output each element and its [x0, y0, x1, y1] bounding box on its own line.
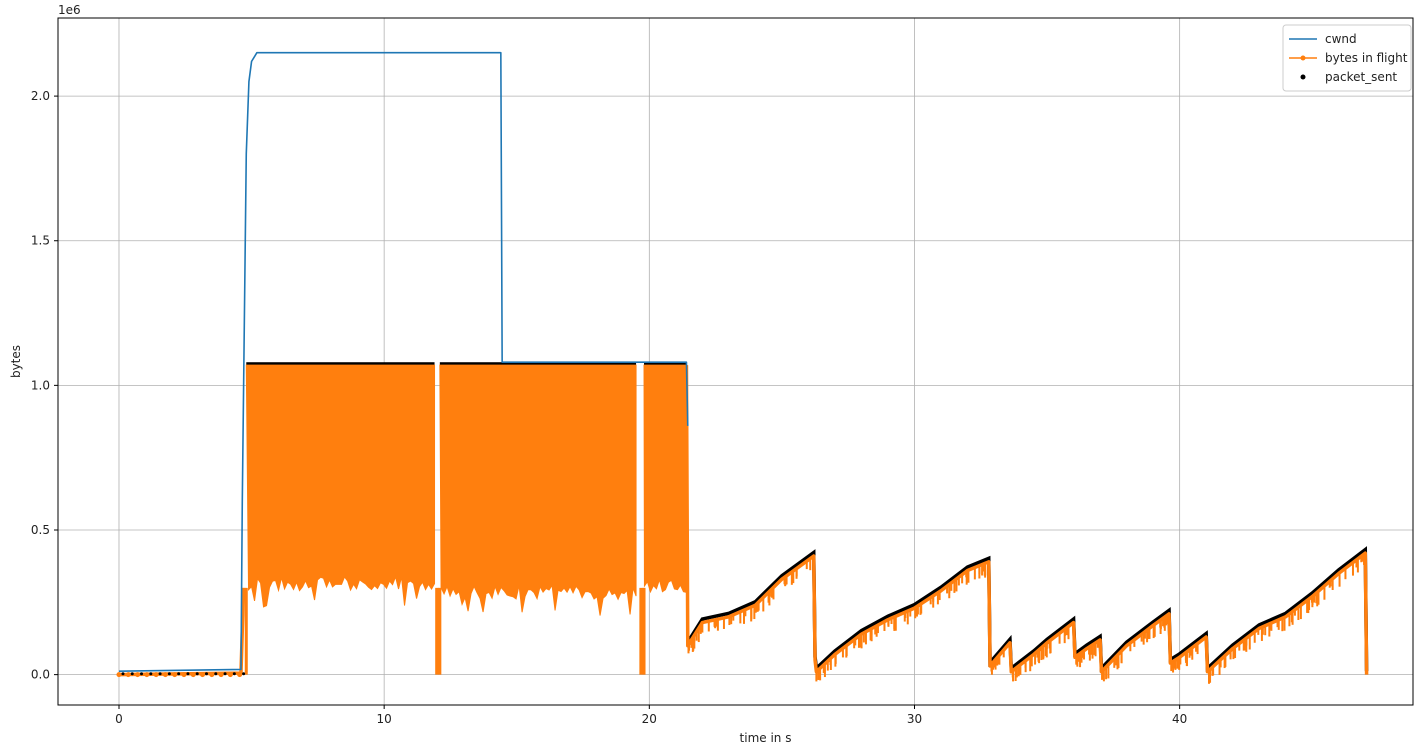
x-axis-label: time in s	[740, 731, 792, 745]
y-tick-label: 0.5	[31, 523, 50, 537]
legend-box	[1282, 24, 1412, 92]
legend-label: packet_sent	[1325, 70, 1397, 84]
bytes-in-flight-band	[643, 364, 687, 594]
y-tick-label: 1.5	[31, 234, 50, 248]
axes-background	[58, 18, 1413, 705]
series-layer	[116, 51, 1369, 684]
bytes-in-flight-marker	[162, 672, 168, 678]
packet-sent-point	[121, 672, 125, 676]
y-offset-label: 1e6	[58, 3, 81, 17]
cwnd-line	[118, 51, 689, 672]
bytes-in-flight-marker	[135, 672, 141, 678]
packet-sent-point	[214, 672, 218, 676]
bytes-in-flight-marker	[144, 672, 150, 678]
y-tick-label: 1.0	[31, 378, 50, 392]
legend-label: cwnd	[1325, 32, 1357, 46]
y-tick-label: 0.0	[31, 668, 50, 682]
bytes-in-flight-marker	[227, 672, 233, 678]
bytes-in-flight-marker	[237, 672, 243, 678]
packet-sent-point	[204, 672, 208, 676]
x-tick-label: 0	[115, 712, 123, 726]
bytes-in-flight-marker	[209, 672, 215, 678]
bytes-in-flight-marker	[172, 672, 178, 678]
ticks: 0 10 20 30 40 0.0 0.5 1.0 1.5 2.0	[31, 89, 1187, 726]
packet-sent-point	[242, 672, 246, 676]
bytes-in-flight-marker	[181, 672, 187, 678]
packet-sent-point	[232, 672, 236, 676]
packet-sent-point	[167, 672, 171, 676]
x-tick-label: 30	[907, 712, 922, 726]
axes-frame	[57, 17, 1414, 706]
y-tick-label: 2.0	[31, 89, 50, 103]
bytes-in-flight-marker	[190, 672, 196, 678]
packet-sent-point	[158, 672, 162, 676]
packet-sent-point	[223, 672, 227, 676]
bytes-in-flight-marker	[116, 672, 122, 678]
bytes-in-flight-marker	[218, 672, 224, 678]
legend-label: bytes in flight	[1325, 51, 1408, 65]
x-tick-label: 10	[377, 712, 392, 726]
legend: cwnd bytes in flight packet_sent	[1282, 24, 1412, 92]
bytes-in-flight-marker	[125, 672, 131, 678]
packet-sent-point	[130, 672, 134, 676]
bytes-in-flight-band	[245, 364, 436, 608]
bytes-in-flight-marker	[153, 672, 159, 678]
packet-sent-point	[140, 672, 144, 676]
legend-marker	[1300, 55, 1306, 61]
x-tick-label: 20	[642, 712, 657, 726]
y-axis-label: bytes	[9, 345, 23, 378]
x-tick-label: 40	[1172, 712, 1187, 726]
bytes-in-flight-marker	[200, 672, 206, 678]
packet-sent-point	[186, 672, 190, 676]
packet-sent-point	[195, 672, 199, 676]
legend-marker	[1300, 74, 1306, 80]
packet-sent-point	[149, 672, 153, 676]
bytes-in-flight-band	[439, 364, 637, 616]
packet-sent-point	[177, 672, 181, 676]
